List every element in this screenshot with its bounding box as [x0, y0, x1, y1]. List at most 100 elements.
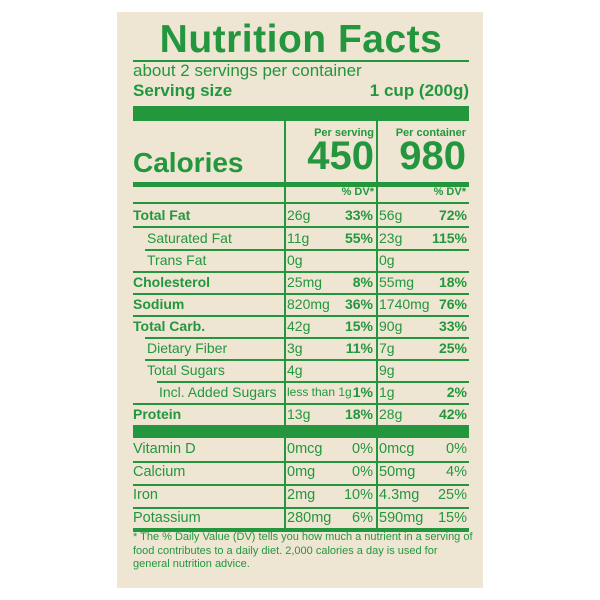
serving-size-row: Serving size 1 cup (200g)	[133, 80, 469, 102]
amount-container: 0mcg	[379, 441, 415, 457]
amount-serving: 2mg	[287, 487, 316, 503]
calories-per-serving: 450	[307, 134, 374, 178]
amount-container: 1740mg	[379, 296, 430, 312]
nutrient-name: Trans Fat	[147, 252, 207, 268]
nutrient-name: Sodium	[133, 296, 185, 312]
nutrient-row-dietary-fiber: Dietary Fiber 3g 11% 7g 25%	[133, 337, 469, 359]
footnote: * The % Daily Value (DV) tells you how m…	[133, 531, 473, 570]
dv-container: 4%	[446, 464, 467, 480]
row-rule	[133, 507, 469, 509]
column-per-container: Per container	[395, 127, 466, 139]
amount-serving: 42g	[287, 318, 311, 334]
nutrient-name: Protein	[133, 406, 182, 422]
amount-container: 0g	[379, 252, 395, 268]
thick-rule-top	[133, 106, 469, 121]
dv-serving: 0%	[352, 464, 373, 480]
amount-container: 1g	[379, 384, 395, 400]
amount-serving: 26g	[287, 207, 311, 223]
row-rule	[133, 484, 469, 486]
nutrient-name: Incl. Added Sugars	[159, 384, 277, 400]
dv-serving: 6%	[352, 510, 373, 526]
amount-serving: 0mcg	[287, 441, 323, 457]
vitamin-row-calcium: Calcium 0mg 0% 50mg 4%	[133, 461, 469, 484]
nutrient-row-cholesterol: Cholesterol 25mg 8% 55mg 18%	[133, 271, 469, 293]
amount-serving: 0mg	[287, 464, 316, 480]
amount-container: 56g	[379, 207, 403, 223]
amount-container: 50mg	[379, 464, 416, 480]
dv-container: 25%	[437, 487, 467, 503]
dv-container: 15%	[437, 510, 467, 526]
calories-rule	[133, 182, 469, 187]
amount-serving: 4g	[287, 362, 303, 378]
nutrient-row-sodium: Sodium 820mg 36% 1740mg 76%	[133, 293, 469, 315]
nutrient-row-total-fat: Total Fat 26g 33% 56g 72%	[133, 204, 469, 226]
nutrient-row-saturated-fat: Saturated Fat 11g 55% 23g 115%	[133, 227, 469, 249]
dv-serving: 10%	[343, 487, 373, 503]
dv-serving: 0%	[352, 441, 373, 457]
amount-serving: less than 1g	[287, 385, 352, 399]
row-rule	[133, 403, 469, 405]
dv-serving: 1%	[352, 384, 373, 400]
vitamin-row-vitamin-d: Vitamin D 0mcg 0% 0mcg 0%	[133, 438, 469, 461]
amount-serving: 820mg	[287, 296, 330, 312]
dv-container: 115%	[431, 230, 467, 246]
vitamin-name: Calcium	[133, 464, 186, 480]
amount-container: 4.3mg	[379, 487, 420, 503]
nutrient-row-total-sugars: Total Sugars 4g 9g	[133, 359, 469, 381]
row-rule	[145, 249, 469, 251]
vitamin-name: Iron	[133, 487, 158, 503]
vitamin-row-potassium: Potassium 280mg 6% 590mg 15%	[133, 507, 469, 530]
nutrient-row-total-carb: Total Carb. 42g 15% 90g 33%	[133, 315, 469, 337]
amount-serving: 280mg	[287, 510, 332, 526]
footnote-rule	[133, 528, 469, 532]
servings-per-container: about 2 servings per container	[133, 61, 362, 80]
thick-rule-vitamins	[133, 425, 469, 438]
calories-box-left	[284, 121, 286, 182]
dv-header-rule	[133, 202, 469, 204]
nutrient-name: Saturated Fat	[147, 230, 232, 246]
dv-container: 0%	[446, 441, 467, 457]
dv-serving: 8%	[352, 274, 373, 290]
column-divider-2	[376, 187, 378, 427]
amount-container: 590mg	[379, 510, 424, 526]
amount-serving: 0g	[287, 252, 303, 268]
amount-serving: 13g	[287, 406, 311, 422]
serving-size-label: Serving size	[133, 81, 233, 100]
dv-container: 2%	[446, 384, 467, 400]
dv-serving: 33%	[344, 207, 373, 223]
amount-container: 23g	[379, 230, 403, 246]
amount-container: 28g	[379, 406, 403, 422]
row-rule	[157, 381, 469, 383]
vitamin-name: Vitamin D	[133, 441, 196, 457]
dv-container: 72%	[438, 207, 467, 223]
nutrient-name: Total Sugars	[147, 362, 225, 378]
row-rule	[145, 359, 469, 361]
dv-container: 76%	[438, 296, 467, 312]
label-title: Nutrition Facts	[159, 18, 443, 61]
serving-size-value: 1 cup (200g)	[369, 81, 469, 100]
amount-serving: 3g	[287, 340, 303, 356]
nutrient-name: Cholesterol	[133, 274, 211, 290]
dv-header-container: % DV*	[433, 186, 466, 198]
column-divider-1	[284, 187, 286, 427]
calories-label: Calories	[133, 147, 244, 178]
nutrient-row-protein: Protein 13g 18% 28g 42%	[133, 403, 469, 425]
dv-serving: 55%	[344, 230, 373, 246]
row-rule	[133, 315, 469, 317]
amount-container: 7g	[379, 340, 395, 356]
dv-serving: 18%	[344, 406, 373, 422]
dv-container: 18%	[438, 274, 467, 290]
row-rule	[133, 271, 469, 273]
vitamin-row-iron: Iron 2mg 10% 4.3mg 25%	[133, 484, 469, 507]
dv-container: 42%	[438, 406, 467, 422]
row-rule	[145, 337, 469, 339]
nutrient-name: Total Fat	[133, 207, 191, 223]
amount-serving: 11g	[287, 230, 310, 246]
dv-header-serving: % DV*	[341, 186, 374, 198]
vitamin-name: Potassium	[133, 510, 201, 526]
row-rule	[133, 293, 469, 295]
title-rule	[133, 60, 469, 62]
amount-container: 9g	[379, 362, 395, 378]
dv-serving: 36%	[344, 296, 373, 312]
dv-serving: 11%	[345, 340, 373, 356]
